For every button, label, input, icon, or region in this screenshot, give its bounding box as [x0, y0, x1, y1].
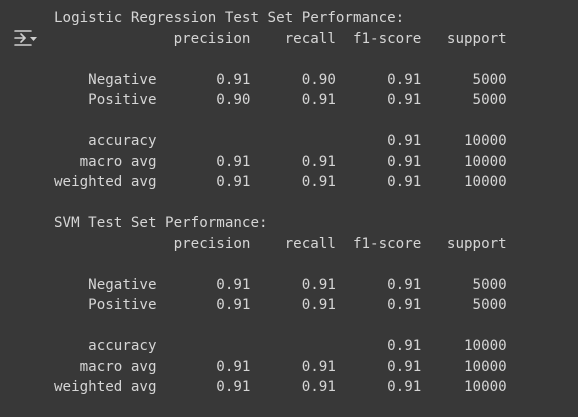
section-title-svm: SVM Test Set Performance:: [54, 215, 268, 231]
blank-line: [54, 111, 507, 132]
output-collapse-icon[interactable]: [14, 28, 38, 48]
table-row: accuracy 0.91 10000: [54, 133, 507, 149]
blank-line: [54, 316, 507, 337]
blank-line: [54, 193, 507, 214]
output-text: Logistic Regression Test Set Performance…: [54, 8, 507, 398]
table-header: precision recall f1-score support: [54, 30, 507, 47]
blank-line: [54, 49, 507, 70]
table-row: Positive 0.91 0.91 0.91 5000: [54, 297, 507, 313]
table-row: Negative 0.91 0.91 0.91 5000: [54, 276, 507, 293]
table-row: accuracy 0.91 10000: [54, 338, 507, 354]
blank-line: [54, 254, 507, 275]
table-row: Positive 0.90 0.91 0.91 5000: [54, 92, 507, 108]
table-row: macro avg 0.91 0.91 0.91 10000: [54, 153, 507, 170]
table-row: Negative 0.91 0.90 0.91 5000: [54, 71, 507, 88]
table-row: macro avg 0.91 0.91 0.91 10000: [54, 358, 507, 375]
table-row: weighted avg 0.91 0.91 0.91 10000: [54, 174, 507, 190]
section-title-logistic-regression: Logistic Regression Test Set Performance…: [54, 10, 405, 26]
table-row: weighted avg 0.91 0.91 0.91 10000: [54, 379, 507, 395]
table-header: precision recall f1-score support: [54, 235, 507, 252]
